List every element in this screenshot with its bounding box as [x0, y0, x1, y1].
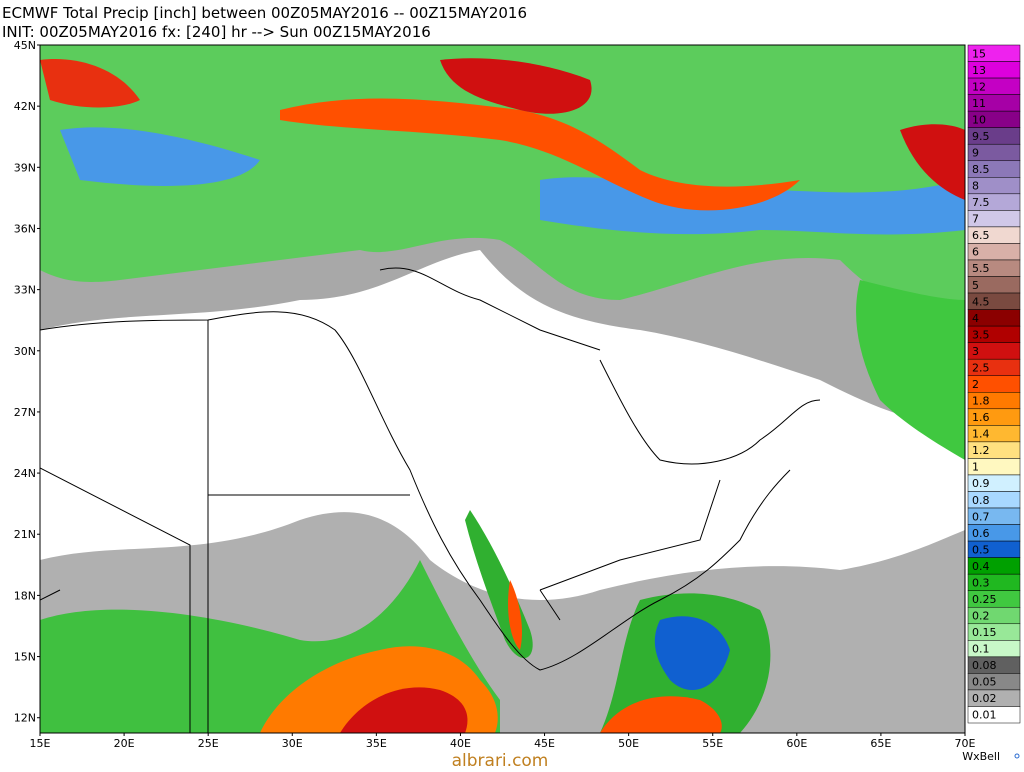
legend-label: 1.4: [972, 428, 990, 441]
legend-label: 6.5: [972, 229, 990, 242]
lat-label: 42N: [14, 100, 36, 113]
legend-label: 2: [972, 378, 979, 391]
legend-label: 12: [972, 80, 986, 93]
watermark: albrari.com: [452, 751, 549, 768]
legend-label: 13: [972, 64, 986, 77]
precip-area: [508, 580, 522, 650]
legend-label: 2.5: [972, 361, 990, 374]
legend-label: 9.5: [972, 130, 990, 143]
legend-label: 15: [972, 47, 986, 60]
legend-label: 0.08: [972, 659, 997, 672]
legend-label: 7.5: [972, 196, 990, 209]
legend-label: 3: [972, 345, 979, 358]
legend-label: 3.5: [972, 328, 990, 341]
map-frame: [39, 44, 966, 734]
precip-area: [440, 58, 592, 114]
lon-label: 35E: [366, 737, 387, 750]
legend-label: 5: [972, 279, 979, 292]
precip-area: [280, 98, 800, 211]
legend-label: 0.05: [972, 676, 997, 689]
lat-label: 36N: [14, 222, 36, 235]
credit-dot: [1014, 753, 1020, 759]
legend-label: 1.6: [972, 411, 990, 424]
title-line-1: ECMWF Total Precip [inch] between 00Z05M…: [2, 4, 527, 22]
legend-label: 1.8: [972, 395, 990, 408]
legend-label: 4: [972, 312, 979, 325]
lat-label: 12N: [14, 712, 36, 725]
legend-label: 0.9: [972, 477, 990, 490]
legend-label: 0.6: [972, 527, 990, 540]
legend-label: 0.4: [972, 560, 990, 573]
legend-label: 0.02: [972, 692, 997, 705]
legend-label: 9: [972, 146, 979, 159]
lon-label: 30E: [282, 737, 303, 750]
legend-label: 0.1: [972, 643, 990, 656]
precip-area: [40, 45, 965, 308]
legend-label: 1: [972, 461, 979, 474]
legend-label: 0.8: [972, 494, 990, 507]
legend-label: 0.25: [972, 593, 997, 606]
lon-label: 20E: [114, 737, 135, 750]
lon-label: 25E: [198, 737, 219, 750]
precip-area: [340, 687, 468, 733]
lon-label: 65E: [870, 737, 891, 750]
legend-label: 4.5: [972, 295, 990, 308]
legend-label: 0.2: [972, 610, 990, 623]
lon-label: 50E: [618, 737, 639, 750]
precip-area: [654, 616, 730, 690]
precip-area: [600, 696, 722, 733]
legend-label: 8: [972, 180, 979, 193]
legend-label: 0.5: [972, 543, 990, 556]
legend-label: 0.3: [972, 576, 990, 589]
legend-label: 0.01: [972, 709, 997, 722]
legend-label: 10: [972, 113, 986, 126]
lon-label: 60E: [786, 737, 807, 750]
map: [39, 44, 966, 734]
precip-area: [856, 280, 965, 460]
legend-label: 5.5: [972, 262, 990, 275]
title-line-2: INIT: 00Z05MAY2016 fx: [240] hr --> Sun …: [2, 23, 431, 41]
legend-swatch: [967, 706, 1021, 724]
lat-label: 39N: [14, 161, 36, 174]
borders: [40, 267, 821, 733]
legend-label: 8.5: [972, 163, 990, 176]
lat-label: 27N: [14, 406, 36, 419]
precip-area: [900, 124, 965, 200]
lon-label: 70E: [955, 737, 976, 750]
credit: WxBell: [962, 750, 1000, 763]
precip-area: [60, 127, 260, 186]
legend-label: 0.7: [972, 510, 990, 523]
lon-label: 45E: [534, 737, 555, 750]
precip-area: [40, 59, 140, 108]
legend-label: 7: [972, 213, 979, 226]
lat-label: 33N: [14, 284, 36, 297]
lat-label: 24N: [14, 467, 36, 480]
legend-label: 0.15: [972, 626, 997, 639]
lon-label: 55E: [702, 737, 723, 750]
legend-label: 1.2: [972, 444, 990, 457]
lat-label: 45N: [14, 39, 36, 52]
lon-label: 15E: [30, 737, 51, 750]
legend-label: 11: [972, 97, 986, 110]
lat-label: 21N: [14, 528, 36, 541]
lon-label: 40E: [450, 737, 471, 750]
lat-label: 18N: [14, 589, 36, 602]
legend-label: 6: [972, 246, 979, 259]
lat-label: 30N: [14, 345, 36, 358]
lat-label: 15N: [14, 651, 36, 664]
